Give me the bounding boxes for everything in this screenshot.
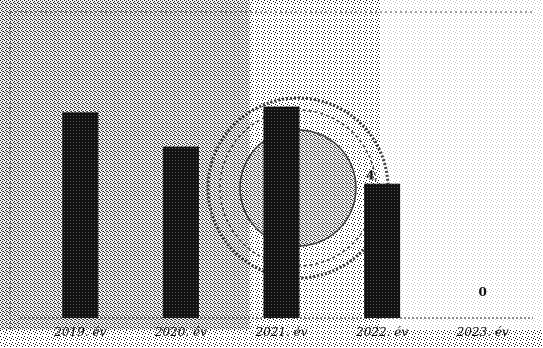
bar-2 bbox=[263, 106, 300, 318]
background-light-area bbox=[380, 0, 543, 330]
x-tick-label-4: 2023. év bbox=[456, 325, 509, 339]
data-label-3: 4 bbox=[366, 169, 374, 183]
x-tick-label-1: 2020. év bbox=[154, 325, 207, 339]
bars-group bbox=[62, 106, 401, 318]
x-tick-label-3: 2022. év bbox=[355, 325, 408, 339]
background-dense-noise bbox=[0, 0, 250, 330]
bar-3 bbox=[364, 183, 401, 318]
data-label-4: 0 bbox=[479, 285, 487, 299]
data-labels-group: 40 bbox=[366, 169, 487, 299]
x-tick-label-2: 2021. év bbox=[254, 325, 307, 339]
x-tick-label-0: 2019. év bbox=[53, 325, 106, 339]
x-tick-labels: 2019. év 2020. év 2021. év 2022. év 2023. év bbox=[53, 325, 509, 339]
bar-0 bbox=[62, 112, 99, 318]
bar-1 bbox=[162, 146, 199, 318]
